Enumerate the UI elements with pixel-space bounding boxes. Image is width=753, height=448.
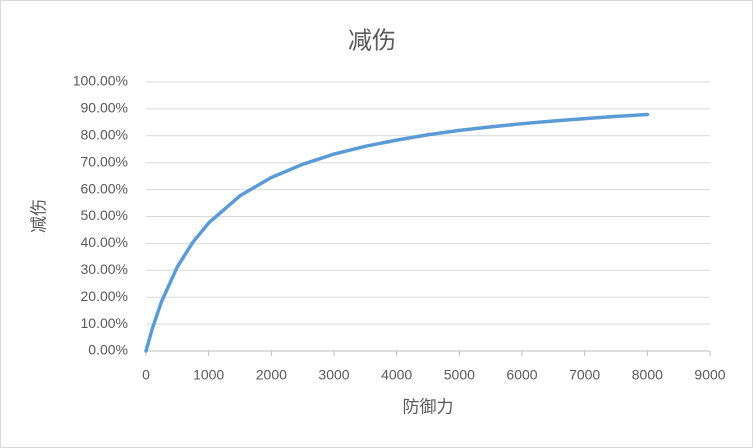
x-tick-label: 9000 bbox=[694, 367, 725, 383]
y-tick-label: 60.00% bbox=[81, 180, 128, 196]
x-tick-label: 5000 bbox=[444, 367, 475, 383]
y-tick-label: 20.00% bbox=[81, 288, 128, 304]
x-tick-label: 4000 bbox=[381, 367, 412, 383]
y-axis-title: 减伤 bbox=[29, 199, 48, 233]
y-tick-label: 0.00% bbox=[88, 342, 128, 358]
data-line bbox=[144, 112, 650, 353]
y-tick-label: 100.00% bbox=[73, 73, 128, 89]
x-tick-label: 0 bbox=[142, 367, 150, 383]
x-tick-label: 8000 bbox=[632, 367, 663, 383]
y-tick-label: 30.00% bbox=[81, 261, 128, 277]
y-tick-label: 50.00% bbox=[81, 207, 128, 223]
y-tick-label: 40.00% bbox=[81, 234, 128, 250]
x-tick-label: 3000 bbox=[318, 367, 349, 383]
x-tick-label: 1000 bbox=[193, 367, 224, 383]
y-tick-label: 70.00% bbox=[81, 153, 128, 169]
y-tick-label: 80.00% bbox=[81, 127, 128, 143]
x-axis-title: 防御力 bbox=[403, 397, 454, 416]
y-tick-label: 90.00% bbox=[81, 100, 128, 116]
y-tick-label: 10.00% bbox=[81, 315, 128, 331]
chart-title: 减伤 bbox=[348, 27, 396, 54]
x-tick-label: 7000 bbox=[569, 367, 600, 383]
x-tick-label: 6000 bbox=[506, 367, 537, 383]
x-tick-label: 2000 bbox=[256, 367, 287, 383]
